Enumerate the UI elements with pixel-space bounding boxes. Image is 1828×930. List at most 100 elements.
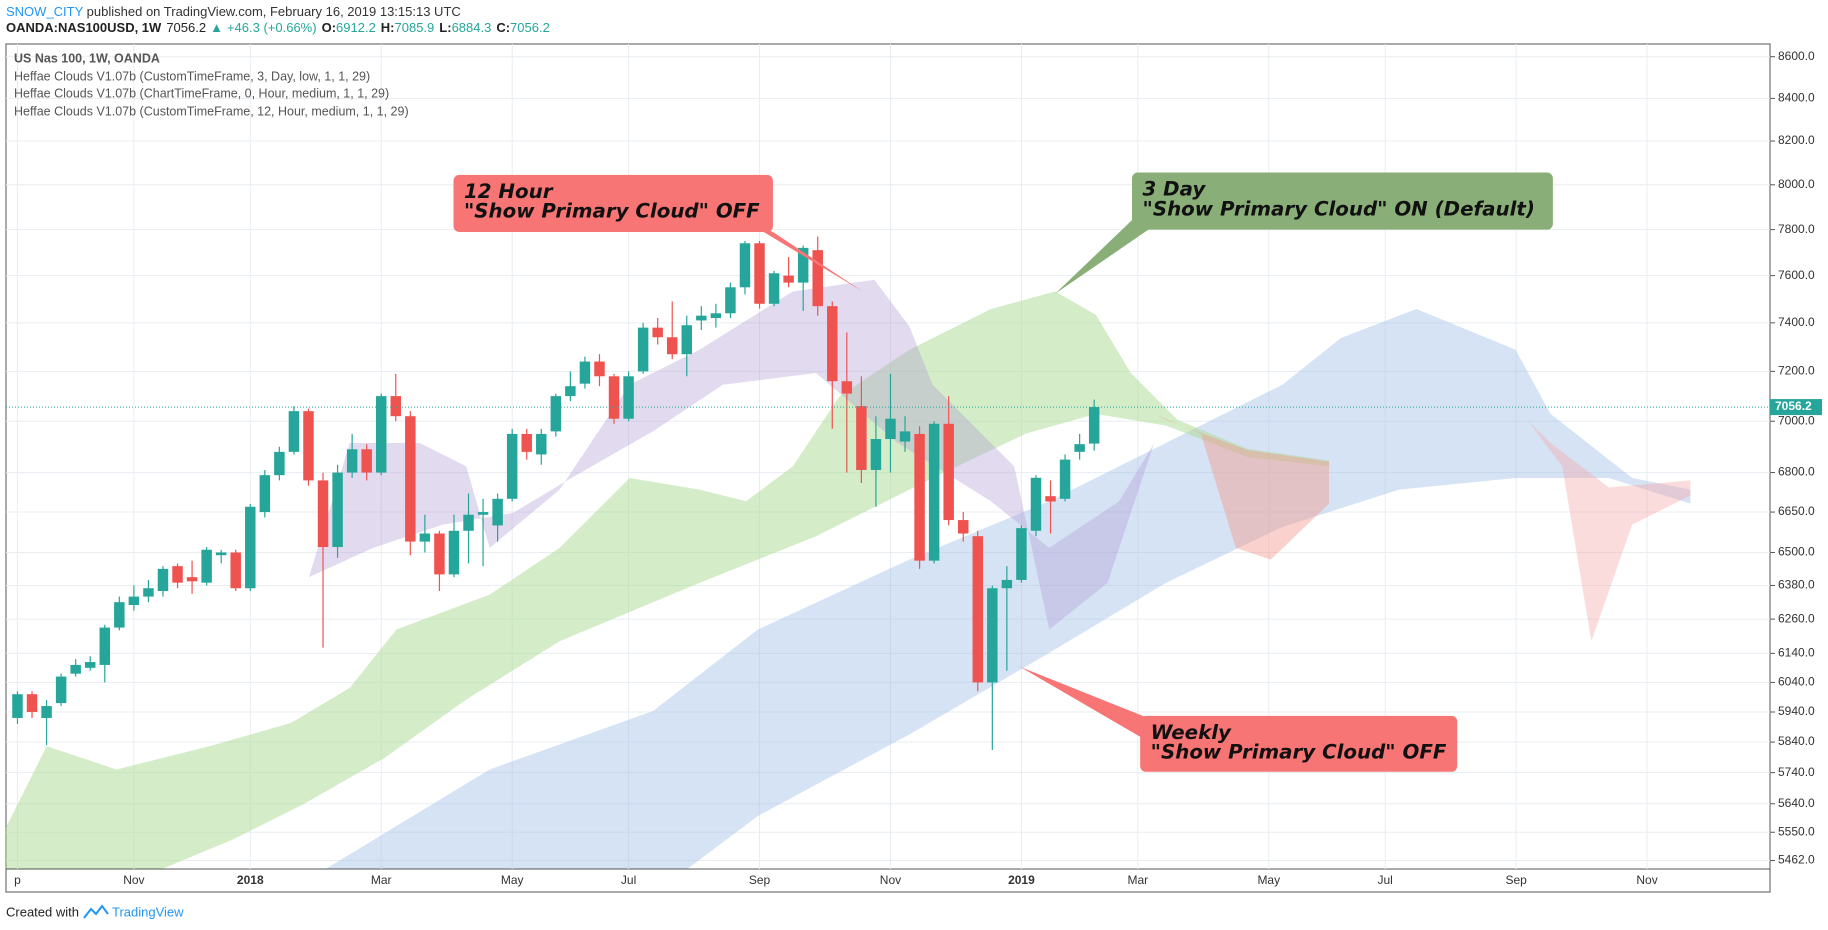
- h-label: H:: [381, 20, 395, 35]
- clouds: [5, 279, 1691, 869]
- three-day-cloud: [5, 291, 1330, 869]
- annotation-box: [1132, 172, 1553, 230]
- x-tick-label: May: [1257, 873, 1280, 887]
- annotation-text: "Show Primary Cloud" OFF: [464, 200, 760, 223]
- candle-body: [1001, 579, 1013, 589]
- footer-brand[interactable]: TradingView: [112, 904, 184, 919]
- x-tick-label: May: [501, 873, 524, 887]
- candle-body: [914, 433, 925, 561]
- y-tick-label: 5840.0: [1778, 734, 1815, 748]
- candle-body: [666, 337, 678, 355]
- candle-body: [827, 306, 838, 382]
- candle-body: [812, 250, 823, 307]
- x-tick-label: 2018: [237, 873, 264, 887]
- l-label: L:: [439, 20, 451, 35]
- x-tick-label: p: [14, 873, 21, 887]
- y-tick-label: 6380.0: [1778, 578, 1815, 592]
- y-tick-label: 7200.0: [1778, 364, 1815, 378]
- candle-body: [637, 327, 649, 372]
- hour-cloud-future: [1527, 419, 1691, 642]
- annotation-text: 3 Day: [1143, 178, 1207, 201]
- y-tick-label: 7800.0: [1778, 222, 1815, 236]
- x-tick-label: Sep: [1505, 873, 1527, 887]
- legend-item: US Nas 100, 1W, OANDA: [14, 51, 160, 65]
- legend-item: Heffae Clouds V1.07b (ChartTimeFrame, 0,…: [14, 86, 389, 100]
- annotation-text: Weekly: [1151, 721, 1232, 744]
- candle-body: [565, 386, 576, 397]
- y-tick-label: 6260.0: [1778, 611, 1815, 625]
- candle-body: [1030, 477, 1042, 531]
- y-tick-label: 6140.0: [1778, 646, 1815, 660]
- candle-body: [972, 536, 984, 683]
- annotation-pointer: [1055, 215, 1149, 294]
- annotation-text: "Show Primary Cloud" OFF: [1151, 741, 1447, 764]
- h-value: 7085.9: [395, 20, 435, 35]
- author[interactable]: SNOW_CITY: [6, 4, 84, 19]
- header-line-2: OANDA:NAS100USD, 1W 7056.2 ▲ +46.3 (+0.66%)…: [6, 20, 550, 35]
- candle-body: [70, 664, 81, 674]
- y-tick-label: 8600.0: [1778, 49, 1815, 63]
- candle-body: [783, 275, 794, 283]
- brand-logo: [83, 904, 109, 919]
- candle-body: [201, 549, 212, 583]
- y-tick-label: 8400.0: [1778, 91, 1815, 105]
- legend-item: Heffae Clouds V1.07b (CustomTimeFrame, 3…: [14, 69, 370, 83]
- x-tick-label: Sep: [749, 873, 771, 887]
- candle-body: [797, 247, 809, 283]
- candle-body: [1016, 528, 1027, 580]
- x-tick-label: 2019: [1008, 873, 1035, 887]
- candle-body: [856, 406, 867, 470]
- y-tick-label: 6650.0: [1778, 504, 1815, 518]
- candle-body: [652, 327, 663, 338]
- o-value: 6912.2: [336, 20, 376, 35]
- y-tick-label: 8000.0: [1778, 177, 1815, 191]
- candle-body: [405, 416, 416, 542]
- candle-body: [317, 480, 329, 548]
- candle-body: [274, 451, 285, 476]
- y-tick-label: 6040.0: [1778, 675, 1815, 689]
- weekly-cloud: [326, 308, 1691, 869]
- candle-body: [870, 439, 882, 470]
- candle-body: [1059, 459, 1071, 499]
- y-tick-label: 6500.0: [1778, 545, 1815, 559]
- candle-body: [841, 381, 853, 394]
- candle-body: [41, 706, 52, 718]
- legend-item: Heffae Clouds V1.07b (CustomTimeFrame, 1…: [14, 104, 409, 118]
- l-value: 6884.3: [452, 20, 492, 35]
- x-tick-label: Jul: [621, 873, 636, 887]
- candle-body: [419, 533, 431, 542]
- candle-body: [375, 396, 387, 473]
- candles: [12, 236, 1100, 750]
- candle-body: [492, 498, 503, 526]
- x-tick-label: Nov: [1636, 873, 1657, 887]
- footer-created: Created with: [6, 904, 79, 919]
- price-line: 7056.2: [6, 399, 1822, 416]
- x-tick-label: Mar: [1127, 873, 1148, 887]
- x-tick-label: Nov: [880, 873, 901, 887]
- candle-body: [114, 602, 125, 628]
- candle-body: [215, 552, 227, 556]
- y-tick-label: 5640.0: [1778, 796, 1815, 810]
- candle-body: [754, 243, 765, 304]
- annotation-text: 12 Hour: [464, 180, 554, 203]
- candle-body: [361, 449, 372, 473]
- candle-body: [186, 577, 198, 582]
- annotation-text: "Show Primary Cloud" ON (Default): [1143, 197, 1535, 220]
- c-label: C:: [496, 20, 510, 35]
- y-tick-label: 7600.0: [1778, 268, 1815, 282]
- candle-body: [157, 568, 169, 592]
- candle-body: [259, 475, 271, 513]
- candle-body: [885, 418, 896, 440]
- candle-body: [681, 325, 693, 355]
- annotation-pointer: [746, 221, 863, 292]
- candle-body: [99, 627, 111, 665]
- candle-body: [245, 506, 256, 589]
- y-tick-label: 5462.0: [1778, 853, 1815, 867]
- candle-body: [928, 423, 940, 561]
- candle-body: [390, 396, 402, 417]
- candle-body: [128, 596, 140, 605]
- candle-body: [710, 313, 722, 319]
- annotation-box: [1140, 715, 1458, 772]
- candle-body: [768, 273, 780, 304]
